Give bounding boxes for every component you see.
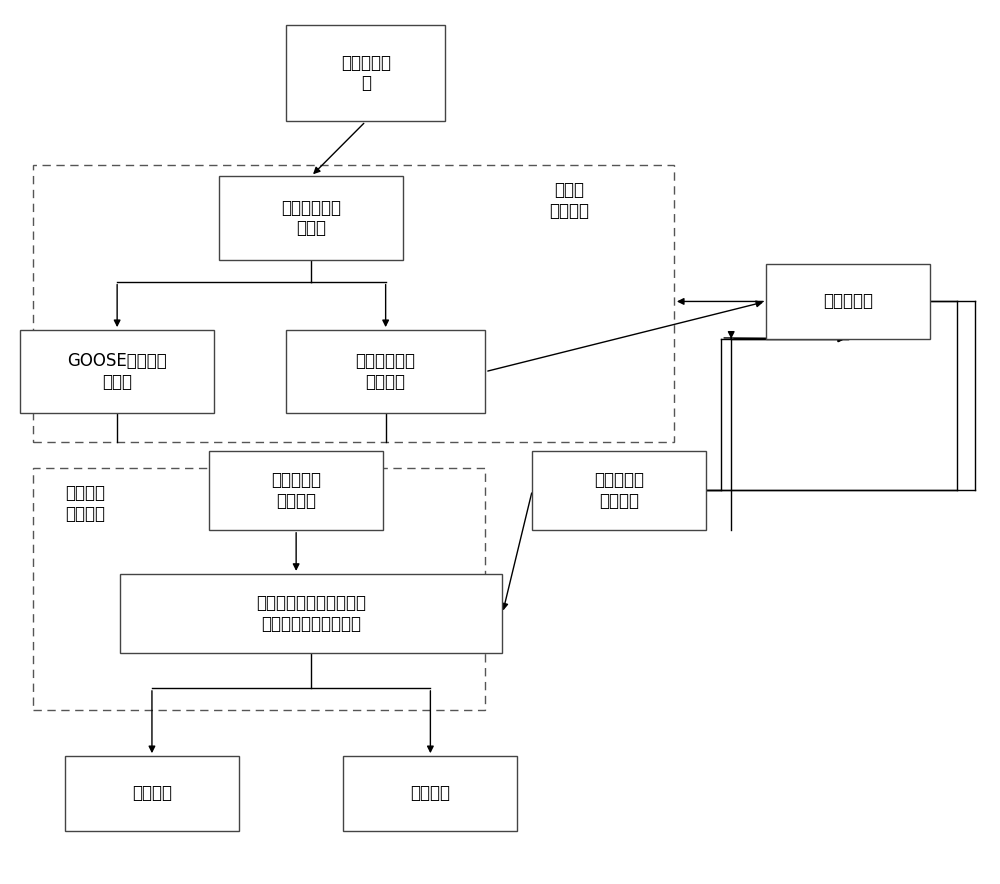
Text: 事件序号，发送序号以及
采样值计数判别子模块: 事件序号，发送序号以及 采样值计数判别子模块 (256, 594, 366, 633)
Bar (532, 451, 706, 530)
Bar (343, 756, 517, 831)
Bar (286, 330, 485, 414)
Text: 特征量定值
整定模块: 特征量定值 整定模块 (594, 471, 644, 510)
Bar (209, 451, 383, 530)
Text: 特征量
解析模块: 特征量 解析模块 (550, 181, 590, 220)
Bar (20, 330, 214, 414)
Text: 采样值相关特
征量解析: 采样值相关特 征量解析 (356, 353, 416, 391)
Text: 告警模块: 告警模块 (132, 784, 172, 803)
Bar (766, 264, 930, 339)
Bar (120, 574, 502, 652)
Bar (286, 25, 445, 121)
Bar (65, 756, 239, 831)
Text: 控制模块: 控制模块 (410, 784, 450, 803)
Text: 报文捕获模
块: 报文捕获模 块 (341, 54, 391, 93)
Text: 数据库模块: 数据库模块 (823, 293, 873, 310)
Bar (33, 469, 485, 710)
Text: 报文类型判别
子模块: 报文类型判别 子模块 (281, 199, 341, 238)
Text: 故障模式
识别模块: 故障模式 识别模块 (65, 484, 105, 523)
Bar (33, 165, 674, 442)
Text: 流量异常判
断子模块: 流量异常判 断子模块 (271, 471, 321, 510)
Bar (219, 176, 403, 260)
Text: GOOSE相关特征
量解析: GOOSE相关特征 量解析 (67, 353, 167, 391)
